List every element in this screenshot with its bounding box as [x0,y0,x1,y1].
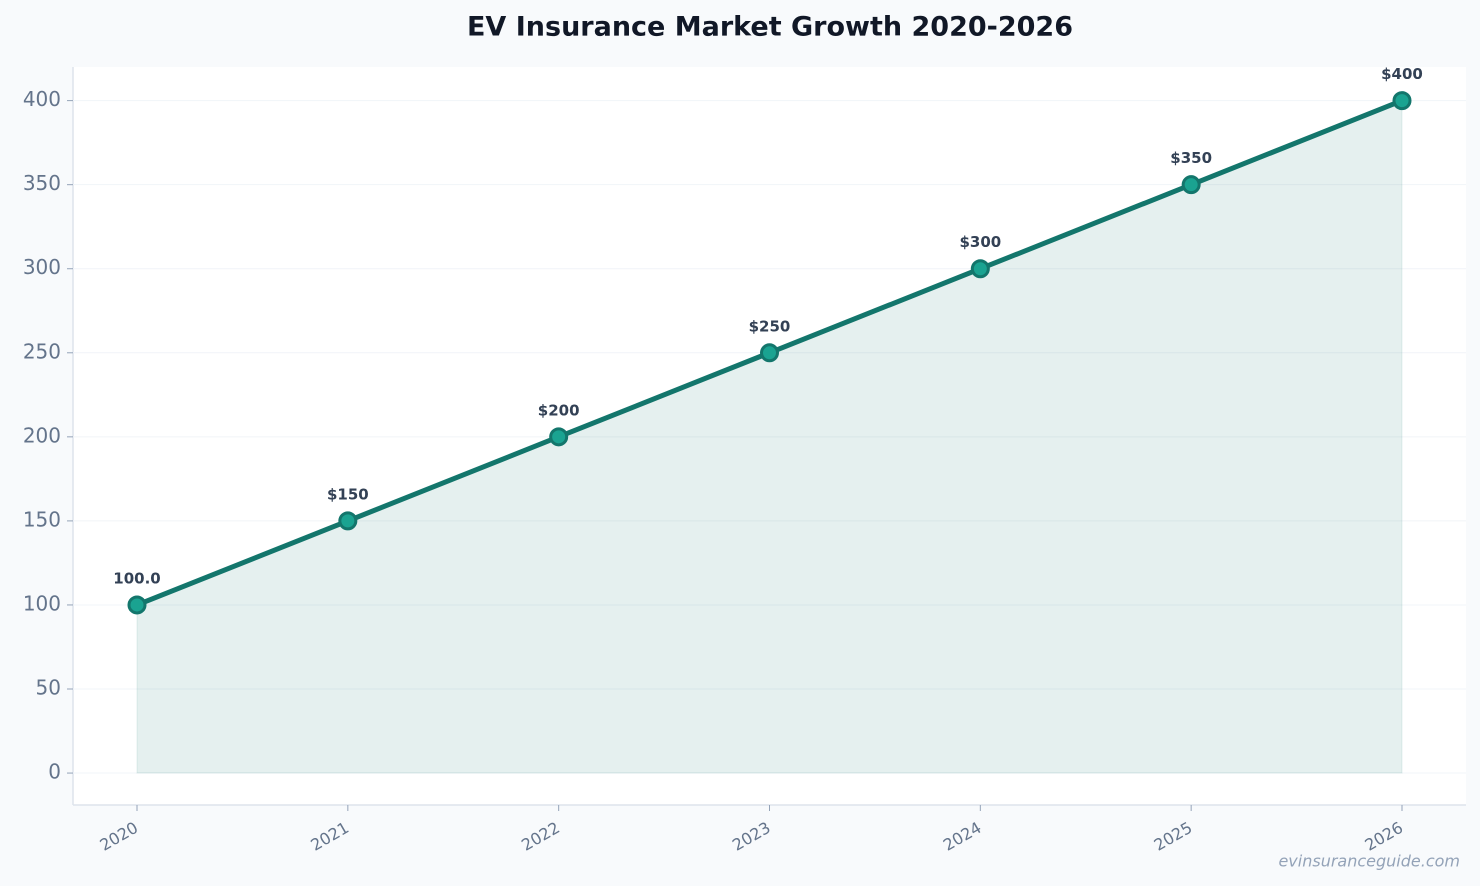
marker [760,343,779,363]
value-label: $150 [327,485,369,503]
value-label: $200 [538,401,580,419]
y-tick-label: 350 [23,171,61,195]
marker [970,259,990,279]
plot-area [73,67,1466,805]
value-label: 100.0 [113,569,160,587]
y-tick-label: 400 [23,87,61,111]
watermark: evinsuranceguide.com [1278,852,1460,871]
value-label: $250 [749,317,791,335]
marker [1392,91,1412,111]
chart-title: EV Insurance Market Growth 2020-2026 [467,12,1073,43]
marker [338,511,358,531]
value-label: $300 [959,233,1001,251]
marker [127,595,147,615]
marker [549,427,569,447]
y-tick-label: 100 [23,591,61,615]
y-tick-label: 50 [36,676,61,700]
y-tick-label: 300 [23,255,61,279]
value-label: $400 [1381,65,1423,83]
y-tick-label: 150 [23,507,61,531]
value-label: $350 [1170,149,1212,167]
marker [1181,175,1201,195]
y-tick-label: 200 [23,423,61,447]
y-tick-label: 0 [48,760,61,784]
y-tick-label: 250 [23,339,61,363]
